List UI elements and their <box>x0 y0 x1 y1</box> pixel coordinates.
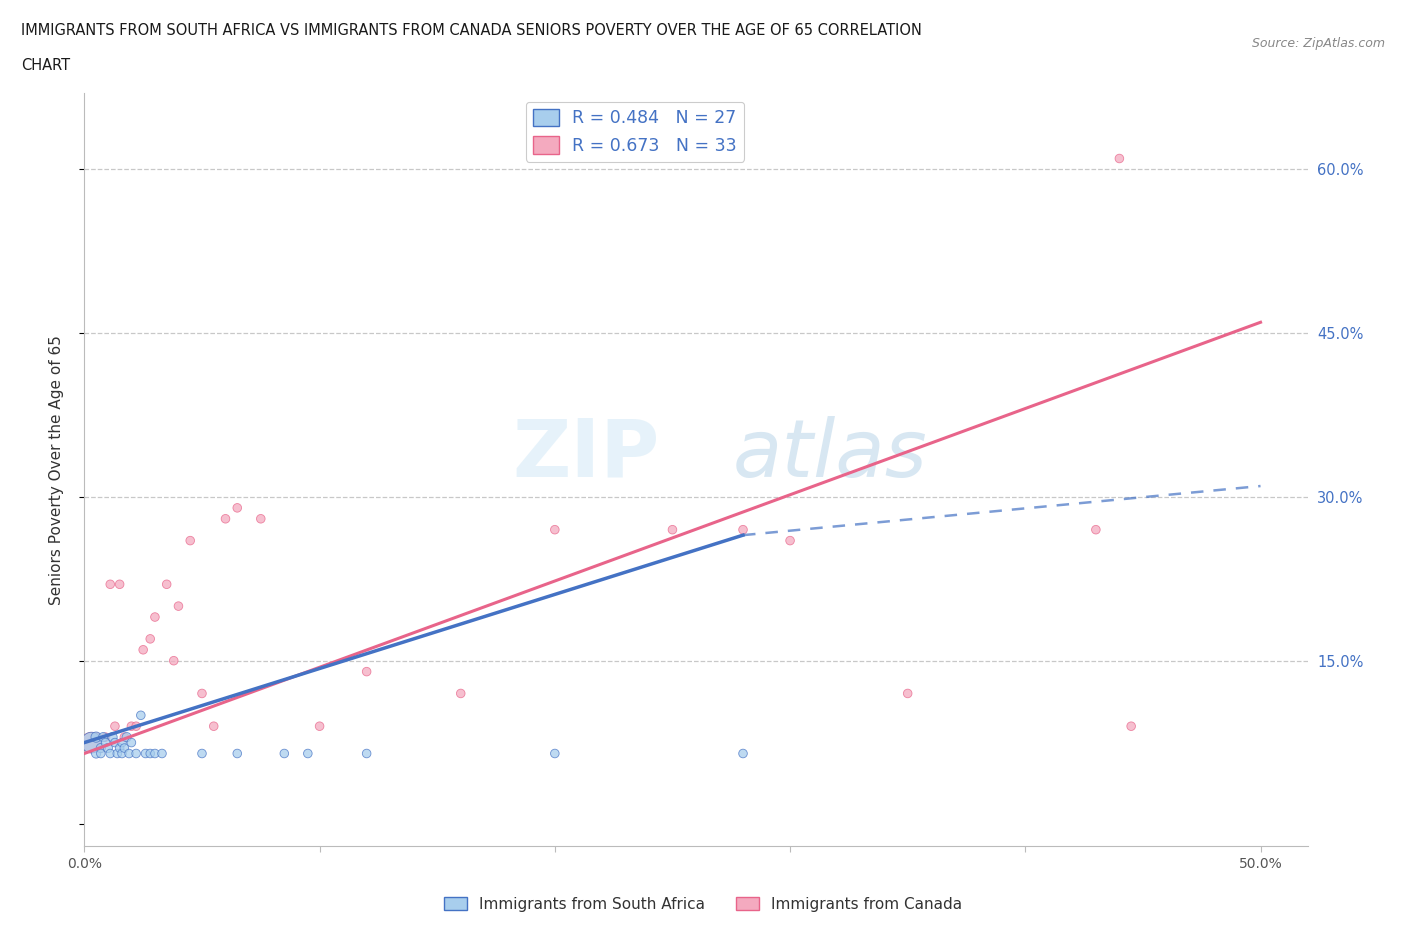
Text: CHART: CHART <box>21 58 70 73</box>
Point <box>84 730 107 745</box>
Point <box>139 631 162 646</box>
Point <box>661 523 683 538</box>
Point <box>90 740 112 755</box>
Point <box>135 746 157 761</box>
Point <box>111 746 134 761</box>
Point <box>308 719 330 734</box>
Point <box>118 746 141 761</box>
Point <box>214 512 236 526</box>
Point <box>226 500 249 515</box>
Point <box>139 746 162 761</box>
Point <box>163 653 186 668</box>
Point <box>105 746 128 761</box>
Point <box>80 735 103 750</box>
Legend: R = 0.484   N = 27, R = 0.673   N = 33: R = 0.484 N = 27, R = 0.673 N = 33 <box>526 101 744 162</box>
Point <box>202 719 225 734</box>
Legend: Immigrants from South Africa, Immigrants from Canada: Immigrants from South Africa, Immigrants… <box>437 890 969 918</box>
Point <box>120 719 142 734</box>
Point <box>249 512 271 526</box>
Point <box>125 719 148 734</box>
Point <box>115 730 138 745</box>
Point <box>143 609 166 624</box>
Point <box>1084 523 1107 538</box>
Point <box>273 746 295 761</box>
Point <box>112 740 135 755</box>
Point <box>108 577 131 591</box>
Point <box>179 533 201 548</box>
Point <box>779 533 801 548</box>
Point <box>129 708 152 723</box>
Point <box>167 599 190 614</box>
Text: ZIP: ZIP <box>512 416 659 494</box>
Point <box>94 730 117 745</box>
Point <box>84 746 107 761</box>
Point <box>897 686 920 701</box>
Point <box>544 746 567 761</box>
Y-axis label: Seniors Poverty Over the Age of 65: Seniors Poverty Over the Age of 65 <box>49 335 63 604</box>
Text: Source: ZipAtlas.com: Source: ZipAtlas.com <box>1251 37 1385 50</box>
Point <box>1121 719 1143 734</box>
Point <box>150 746 173 761</box>
Point <box>90 740 112 755</box>
Point <box>97 740 120 755</box>
Point <box>111 735 134 750</box>
Point <box>356 664 378 679</box>
Point <box>450 686 472 701</box>
Point <box>125 746 148 761</box>
Point <box>104 719 127 734</box>
Point <box>98 577 121 591</box>
Point <box>91 730 114 745</box>
Point <box>104 735 127 750</box>
Point <box>356 746 378 761</box>
Text: atlas: atlas <box>733 416 928 494</box>
Point <box>101 730 124 745</box>
Point <box>544 523 567 538</box>
Point <box>731 523 754 538</box>
Point <box>191 746 214 761</box>
Text: IMMIGRANTS FROM SOUTH AFRICA VS IMMIGRANTS FROM CANADA SENIORS POVERTY OVER THE : IMMIGRANTS FROM SOUTH AFRICA VS IMMIGRAN… <box>21 23 922 38</box>
Point <box>98 746 121 761</box>
Point <box>731 746 754 761</box>
Point <box>156 577 179 591</box>
Point <box>120 735 142 750</box>
Point <box>191 686 214 701</box>
Point <box>84 730 107 745</box>
Point <box>226 746 249 761</box>
Point <box>80 735 103 750</box>
Point <box>112 730 135 745</box>
Point <box>90 746 112 761</box>
Point <box>132 643 155 658</box>
Point <box>297 746 319 761</box>
Point <box>94 735 117 750</box>
Point <box>1108 151 1130 166</box>
Point <box>108 740 131 755</box>
Point <box>143 746 166 761</box>
